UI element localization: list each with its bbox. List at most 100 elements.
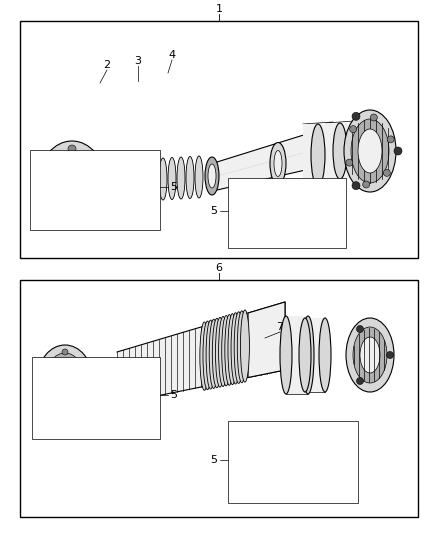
Ellipse shape (203, 321, 212, 390)
Ellipse shape (168, 157, 176, 199)
Bar (20, 280, 418, 517)
Ellipse shape (225, 314, 234, 385)
Ellipse shape (39, 141, 105, 221)
Text: 6: 6 (215, 263, 223, 273)
Ellipse shape (200, 322, 209, 390)
Ellipse shape (123, 160, 131, 202)
Circle shape (121, 401, 126, 406)
Circle shape (79, 362, 85, 368)
Circle shape (267, 221, 272, 226)
Ellipse shape (228, 313, 237, 385)
Circle shape (46, 161, 53, 169)
Polygon shape (217, 133, 310, 190)
Text: 3: 3 (134, 56, 141, 66)
Ellipse shape (206, 320, 215, 389)
Ellipse shape (231, 313, 240, 384)
Ellipse shape (150, 158, 158, 200)
Bar (305, 318, 325, 392)
Ellipse shape (319, 318, 331, 392)
Circle shape (352, 182, 360, 190)
Circle shape (324, 465, 329, 470)
Ellipse shape (159, 158, 167, 200)
Text: 5: 5 (211, 455, 218, 465)
Text: 5: 5 (170, 390, 177, 400)
Ellipse shape (219, 317, 228, 386)
Circle shape (91, 161, 99, 169)
Circle shape (68, 199, 73, 204)
Ellipse shape (141, 159, 149, 201)
Ellipse shape (195, 156, 203, 198)
Ellipse shape (311, 124, 325, 186)
Ellipse shape (222, 316, 231, 386)
Circle shape (79, 388, 85, 394)
Circle shape (62, 349, 68, 355)
Circle shape (370, 114, 377, 121)
Circle shape (352, 112, 360, 120)
Ellipse shape (299, 318, 311, 392)
Ellipse shape (215, 317, 224, 387)
Bar (30, 150, 160, 230)
Circle shape (68, 209, 76, 217)
Bar (32, 357, 160, 439)
Ellipse shape (205, 157, 219, 195)
Ellipse shape (358, 129, 382, 173)
Ellipse shape (177, 157, 185, 199)
Circle shape (45, 388, 51, 394)
Ellipse shape (60, 371, 70, 385)
Circle shape (363, 181, 370, 188)
Ellipse shape (234, 312, 243, 383)
Circle shape (46, 193, 53, 201)
Circle shape (312, 196, 317, 201)
Ellipse shape (237, 311, 246, 383)
Ellipse shape (360, 337, 380, 373)
Text: 5: 5 (211, 206, 218, 216)
Circle shape (386, 351, 393, 359)
Ellipse shape (333, 123, 347, 179)
Ellipse shape (240, 310, 249, 382)
Ellipse shape (186, 157, 194, 198)
Circle shape (119, 192, 124, 197)
Circle shape (117, 379, 122, 384)
Ellipse shape (274, 150, 282, 176)
Ellipse shape (208, 164, 216, 188)
Bar (326, 123, 354, 179)
Ellipse shape (209, 319, 218, 389)
Ellipse shape (212, 318, 221, 388)
Bar (303, 124, 333, 186)
Text: 7: 7 (276, 322, 283, 332)
Ellipse shape (38, 345, 92, 411)
Ellipse shape (344, 110, 396, 192)
Ellipse shape (346, 318, 394, 392)
Ellipse shape (302, 316, 314, 394)
Circle shape (346, 159, 353, 166)
Text: 2: 2 (103, 60, 110, 70)
Circle shape (394, 147, 402, 155)
Circle shape (115, 172, 120, 177)
Bar (20, 21, 418, 258)
Ellipse shape (58, 163, 86, 199)
Circle shape (91, 193, 99, 201)
Polygon shape (248, 302, 285, 377)
Text: 4: 4 (169, 50, 176, 60)
Circle shape (45, 362, 51, 368)
Circle shape (70, 408, 75, 413)
Ellipse shape (351, 119, 389, 183)
Bar (228, 421, 358, 503)
Circle shape (357, 326, 364, 333)
Ellipse shape (65, 172, 79, 190)
Circle shape (271, 472, 276, 477)
Text: 5: 5 (170, 182, 177, 192)
Circle shape (62, 401, 68, 407)
Ellipse shape (280, 316, 292, 394)
Ellipse shape (46, 353, 84, 403)
Text: 1: 1 (215, 4, 223, 14)
Bar (228, 178, 346, 248)
Ellipse shape (270, 142, 286, 184)
Ellipse shape (48, 151, 96, 211)
Circle shape (383, 169, 390, 176)
Bar (286, 316, 308, 394)
Circle shape (350, 126, 357, 133)
Circle shape (320, 443, 325, 448)
Ellipse shape (54, 363, 76, 393)
Circle shape (316, 214, 321, 219)
